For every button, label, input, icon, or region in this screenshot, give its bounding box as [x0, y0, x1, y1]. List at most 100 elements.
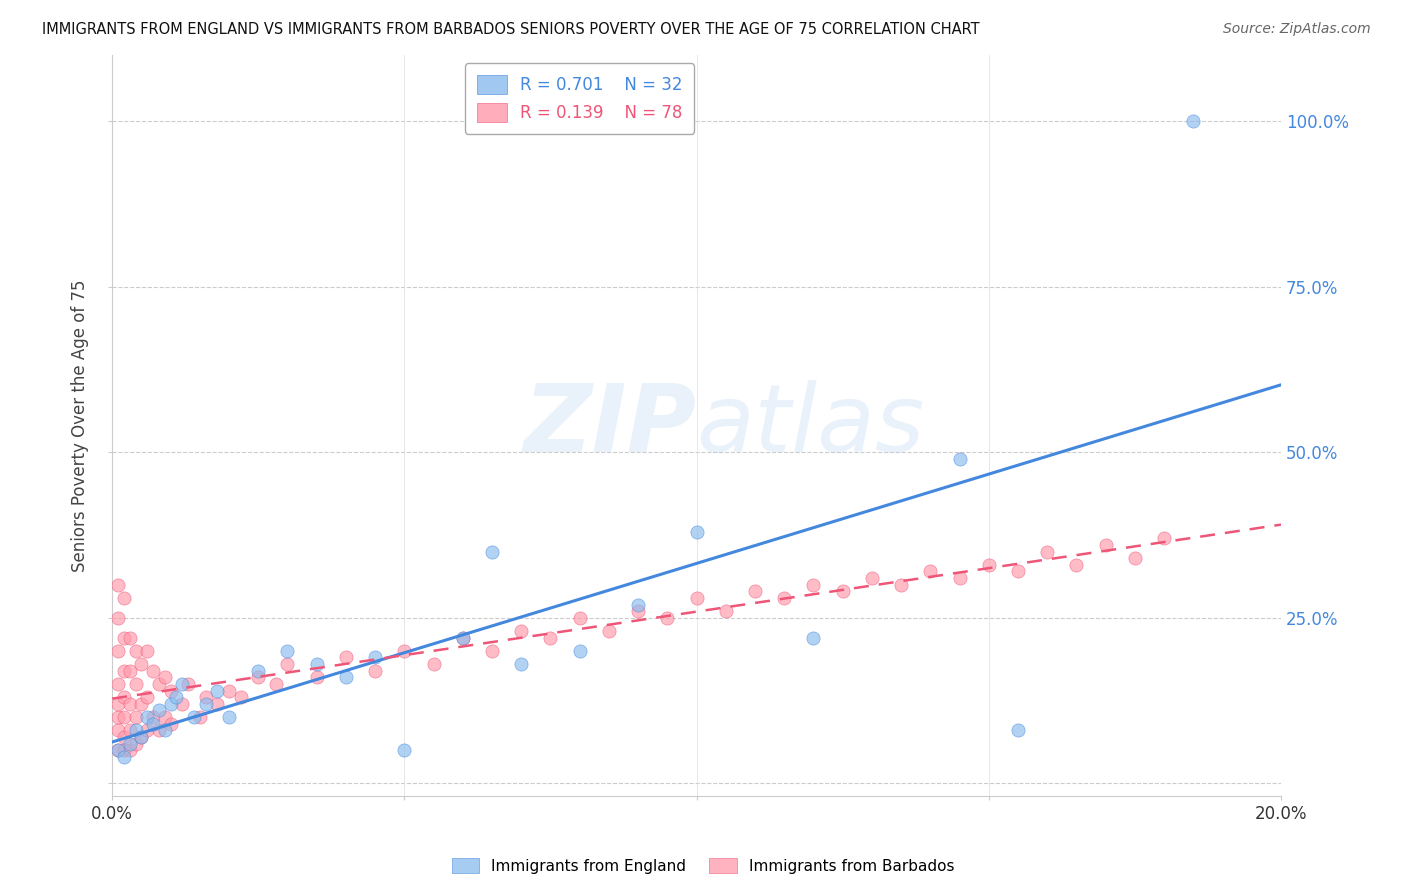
Point — [1036, 544, 1059, 558]
Point — [107, 611, 129, 625]
Point — [124, 710, 146, 724]
Point — [107, 644, 129, 658]
Point — [148, 677, 170, 691]
Point — [1182, 114, 1205, 128]
Point — [247, 670, 270, 684]
Point — [305, 670, 328, 684]
Point — [107, 743, 129, 757]
Point — [744, 584, 766, 599]
Point — [142, 664, 165, 678]
Point — [218, 683, 240, 698]
Point — [364, 664, 387, 678]
Point — [1066, 558, 1088, 572]
Point — [131, 730, 153, 744]
Point — [394, 644, 416, 658]
Point — [803, 577, 825, 591]
Point — [148, 703, 170, 717]
Point — [142, 710, 165, 724]
Point — [948, 451, 970, 466]
Point — [159, 683, 181, 698]
Y-axis label: Seniors Poverty Over the Age of 75: Seniors Poverty Over the Age of 75 — [72, 279, 89, 572]
Text: ZIP: ZIP — [523, 380, 696, 472]
Point — [107, 677, 129, 691]
Point — [860, 571, 883, 585]
Point — [627, 604, 650, 618]
Point — [172, 677, 194, 691]
Text: IMMIGRANTS FROM ENGLAND VS IMMIGRANTS FROM BARBADOS SENIORS POVERTY OVER THE AGE: IMMIGRANTS FROM ENGLAND VS IMMIGRANTS FR… — [42, 22, 980, 37]
Point — [159, 716, 181, 731]
Point — [107, 710, 129, 724]
Point — [451, 631, 474, 645]
Point — [481, 544, 503, 558]
Point — [142, 716, 165, 731]
Point — [124, 677, 146, 691]
Point — [107, 743, 129, 757]
Point — [890, 577, 912, 591]
Point — [540, 631, 562, 645]
Point — [172, 697, 194, 711]
Point — [1153, 531, 1175, 545]
Point — [568, 644, 591, 658]
Point — [159, 697, 181, 711]
Point — [598, 624, 620, 638]
Point — [831, 584, 853, 599]
Point — [112, 730, 135, 744]
Point — [136, 690, 159, 705]
Point — [948, 571, 970, 585]
Point — [977, 558, 1000, 572]
Point — [627, 598, 650, 612]
Point — [112, 743, 135, 757]
Point — [920, 565, 942, 579]
Point — [165, 690, 187, 705]
Point — [118, 737, 141, 751]
Point — [107, 697, 129, 711]
Point — [136, 644, 159, 658]
Point — [153, 723, 176, 738]
Point — [124, 644, 146, 658]
Point — [422, 657, 444, 671]
Text: Source: ZipAtlas.com: Source: ZipAtlas.com — [1223, 22, 1371, 37]
Point — [118, 723, 141, 738]
Point — [188, 710, 211, 724]
Point — [229, 690, 252, 705]
Point — [335, 670, 357, 684]
Point — [773, 591, 796, 605]
Point — [124, 737, 146, 751]
Point — [1094, 538, 1116, 552]
Point — [207, 683, 229, 698]
Point — [207, 697, 229, 711]
Point — [148, 723, 170, 738]
Point — [247, 664, 270, 678]
Text: atlas: atlas — [696, 380, 925, 471]
Point — [183, 710, 205, 724]
Point — [107, 723, 129, 738]
Point — [335, 650, 357, 665]
Point — [394, 743, 416, 757]
Point — [112, 631, 135, 645]
Point — [153, 710, 176, 724]
Point — [112, 749, 135, 764]
Legend: R = 0.701    N = 32, R = 0.139    N = 78: R = 0.701 N = 32, R = 0.139 N = 78 — [465, 63, 695, 134]
Point — [305, 657, 328, 671]
Point — [131, 657, 153, 671]
Point — [685, 524, 707, 539]
Point — [1123, 551, 1146, 566]
Point — [136, 723, 159, 738]
Point — [118, 664, 141, 678]
Point — [118, 743, 141, 757]
Point — [1007, 723, 1029, 738]
Point — [451, 631, 474, 645]
Point — [364, 650, 387, 665]
Point — [118, 697, 141, 711]
Point — [803, 631, 825, 645]
Point — [112, 710, 135, 724]
Point — [481, 644, 503, 658]
Point — [131, 730, 153, 744]
Point — [568, 611, 591, 625]
Point — [136, 710, 159, 724]
Point — [177, 677, 200, 691]
Point — [714, 604, 737, 618]
Point — [112, 664, 135, 678]
Point — [218, 710, 240, 724]
Point — [194, 697, 217, 711]
